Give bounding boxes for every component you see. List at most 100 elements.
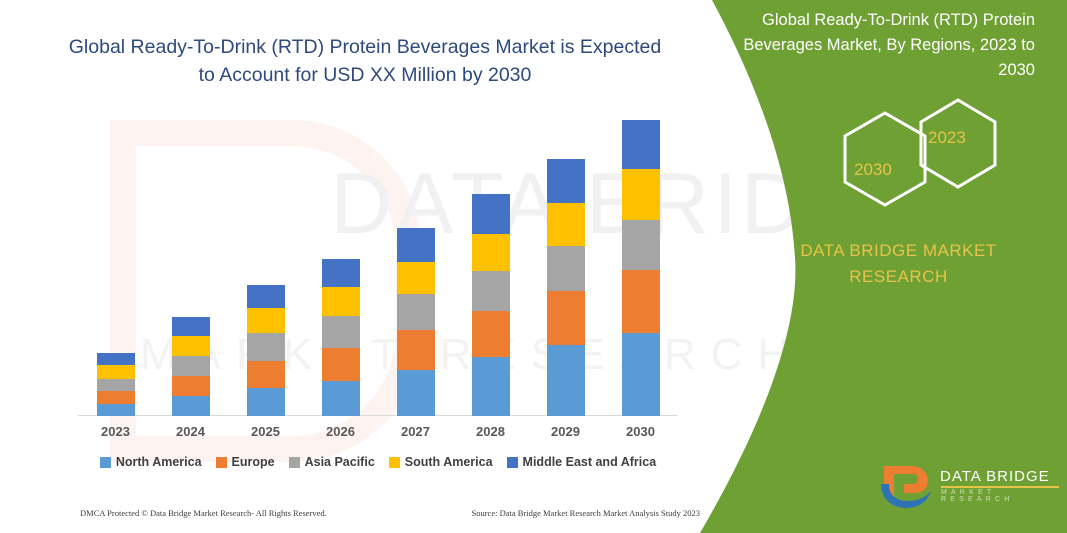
- footer: DMCA Protected © Data Bridge Market Rese…: [80, 508, 700, 518]
- legend-item[interactable]: Asia Pacific: [288, 455, 375, 469]
- bar-segment: [321, 315, 360, 349]
- stacked-bar: [621, 120, 660, 416]
- stacked-bar: [321, 258, 360, 416]
- bar-segment: [546, 246, 585, 292]
- bar-column: [603, 110, 678, 416]
- brand-name: DATA BRIDGE MARKET RESEARCH: [730, 238, 1067, 290]
- bar-segment: [396, 294, 435, 330]
- x-axis-line: [78, 415, 678, 416]
- stacked-bar: [171, 317, 210, 416]
- legend-swatch-icon: [506, 456, 518, 468]
- bar-segment: [96, 352, 135, 366]
- legend-item[interactable]: Europe: [215, 455, 275, 469]
- legend-swatch-icon: [215, 456, 227, 468]
- bar-segment: [471, 311, 510, 358]
- bar-segment: [546, 291, 585, 346]
- bar-segment: [471, 357, 510, 416]
- bar-column: [153, 110, 228, 416]
- legend-item[interactable]: North America: [99, 455, 202, 469]
- x-axis-label: 2025: [251, 424, 280, 439]
- x-axis-label: 2029: [551, 424, 580, 439]
- bar-segment: [96, 403, 135, 416]
- stacked-bar: [246, 284, 285, 416]
- bar-segment: [246, 388, 285, 416]
- brand-line-2: RESEARCH: [849, 267, 948, 286]
- bar-segment: [171, 317, 210, 336]
- bar-column: [528, 110, 603, 416]
- hexagon-2030-shape: [843, 111, 927, 207]
- logo-wordmark: DATA BRIDGE: [940, 468, 1050, 485]
- bar-segment: [246, 284, 285, 309]
- bar-column: [228, 110, 303, 416]
- legend-label: Asia Pacific: [304, 455, 375, 469]
- bar-segment: [246, 360, 285, 389]
- x-axis-label: 2023: [101, 424, 130, 439]
- footer-source: Source: Data Bridge Market Research Mark…: [471, 508, 700, 518]
- x-axis-label: 2027: [401, 424, 430, 439]
- bar-column: [453, 110, 528, 416]
- bar-segment: [321, 258, 360, 287]
- side-panel: Global Ready-To-Drink (RTD) Protein Beve…: [730, 0, 1067, 533]
- page-title: Global Ready-To-Drink (RTD) Protein Beve…: [68, 36, 662, 86]
- bar-segment: [471, 234, 510, 272]
- bar-segment: [171, 335, 210, 356]
- bar-segment: [546, 203, 585, 247]
- bar-segment: [96, 379, 135, 392]
- hexagon-2023-shape: [919, 98, 997, 189]
- logo-mark-icon: [881, 466, 931, 508]
- chart-legend: North America Europe Asia Pacific South Ame…: [78, 455, 678, 469]
- brand-line-1: DATA BRIDGE MARKET: [800, 241, 997, 260]
- bar-column: [78, 110, 153, 416]
- legend-swatch-icon: [388, 456, 400, 468]
- stacked-bar: [96, 352, 135, 416]
- legend-label: North America: [115, 455, 202, 469]
- x-axis-label: 2026: [326, 424, 355, 439]
- bar-segment: [96, 365, 135, 380]
- bar-segment: [321, 286, 360, 316]
- logo-divider: [941, 486, 1059, 488]
- x-axis-labels: 2023 2024 2025 2026 2027 2028 2029 2030: [78, 424, 678, 439]
- x-axis-label: 2030: [626, 424, 655, 439]
- footer-copyright: DMCA Protected © Data Bridge Market Rese…: [80, 508, 327, 518]
- legend-label: Europe: [231, 455, 275, 469]
- stacked-bar: [471, 194, 510, 416]
- side-panel-title: Global Ready-To-Drink (RTD) Protein Beve…: [743, 11, 1035, 79]
- hexagon-2023-label: 2023: [928, 128, 966, 147]
- bar-segment: [96, 391, 135, 404]
- legend-swatch-icon: [288, 456, 300, 468]
- bar-segment: [546, 345, 585, 416]
- bar-segment: [246, 332, 285, 361]
- bar-segment: [396, 227, 435, 262]
- bar-group: [78, 110, 678, 416]
- bar-column: [378, 110, 453, 416]
- company-logo: DATA BRIDGE MARKET RESEARCH: [878, 462, 1063, 514]
- legend-item[interactable]: Middle East and Africa: [506, 455, 657, 469]
- legend-label: South America: [404, 455, 493, 469]
- bar-segment: [621, 169, 660, 221]
- stacked-bar: [396, 227, 435, 416]
- bar-segment: [171, 355, 210, 376]
- stacked-bar: [546, 158, 585, 416]
- hexagon-badges: 2030 2023: [830, 98, 1010, 208]
- bar-segment: [621, 269, 660, 333]
- bar-segment: [621, 120, 660, 170]
- bar-segment: [621, 332, 660, 416]
- bar-segment: [471, 271, 510, 312]
- bar-segment: [171, 375, 210, 396]
- bar-segment: [396, 261, 435, 295]
- bar-segment: [396, 329, 435, 370]
- x-axis-label: 2028: [476, 424, 505, 439]
- bar-segment: [396, 369, 435, 416]
- chart-area: Global Ready-To-Drink (RTD) Protein Beve…: [68, 36, 700, 518]
- bar-column: [303, 110, 378, 416]
- bar-segment: [621, 220, 660, 270]
- logo-tagline: MARKET RESEARCH: [941, 489, 1014, 503]
- bar-segment: [246, 308, 285, 333]
- bar-segment: [546, 158, 585, 204]
- legend-swatch-icon: [99, 456, 111, 468]
- bar-segment: [321, 348, 360, 381]
- legend-item[interactable]: South America: [388, 455, 493, 469]
- legend-label: Middle East and Africa: [522, 455, 657, 469]
